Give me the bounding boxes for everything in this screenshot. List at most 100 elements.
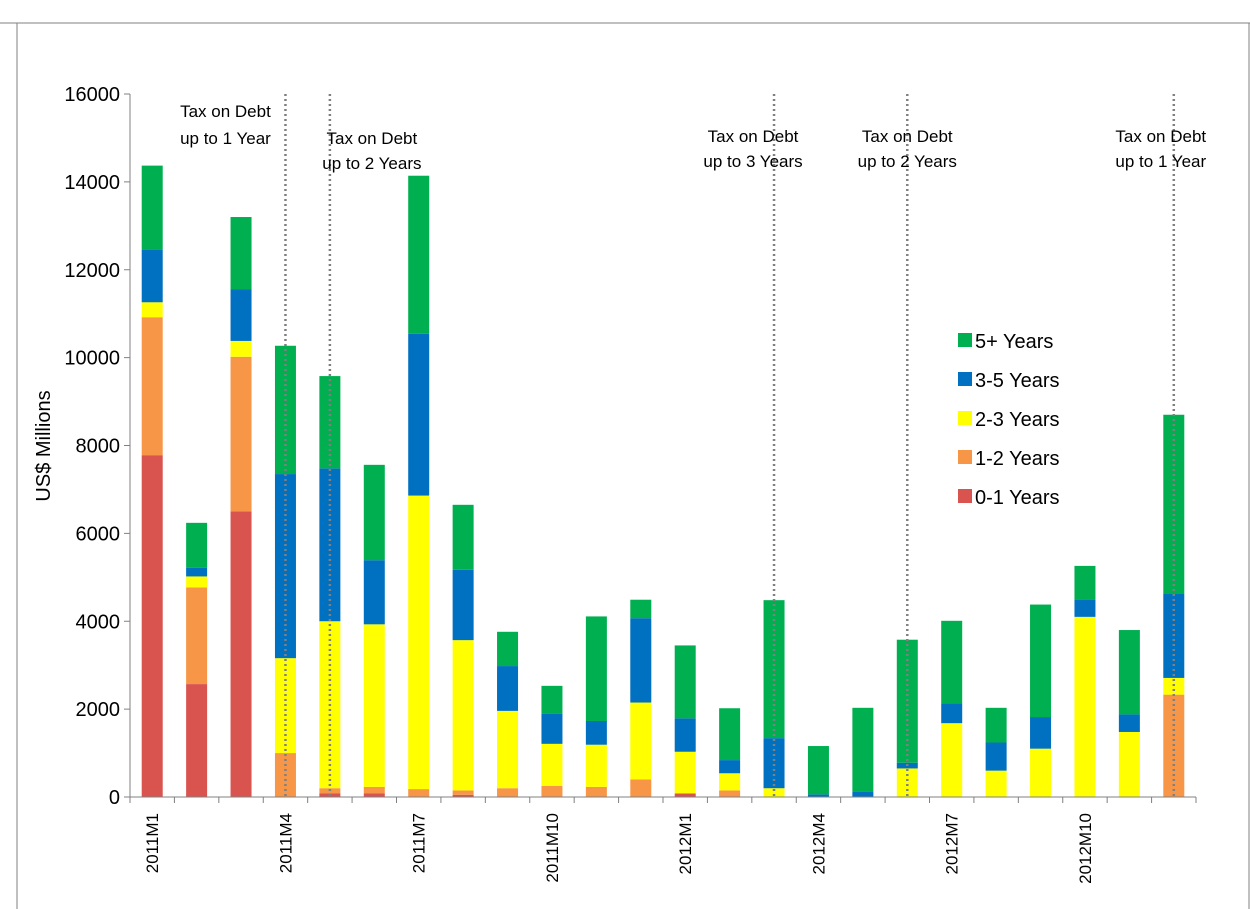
bar-segment-5-years-2011m11: [585, 616, 607, 721]
x-tick-label: 2011M7: [410, 813, 429, 873]
legend-swatch-2-3-years: [958, 411, 972, 425]
bar-segment-2-3-years-2012m2: [719, 773, 741, 791]
axes-layer: 0 2000 4000 6000 8000 10000 12000 14000 16000 201…: [64, 84, 1197, 884]
bar-segment-5-years-2011m8: [452, 504, 474, 570]
bar-segment-5-years-2011m6: [363, 464, 385, 561]
x-tick-label: 2011M10: [543, 813, 562, 883]
y-tick-label: 14000: [64, 172, 120, 194]
y-tick-label: 12000: [64, 260, 120, 282]
y-tick-label: 16000: [64, 84, 120, 106]
legend: 5+ Years 3-5 Years 2-3 Years 1-2 Years 0-1 Y…: [958, 331, 1060, 509]
legend-label-2-3-years: 2-3 Years: [975, 409, 1060, 431]
bar-segment-2-3-years-2012m1: [674, 751, 696, 794]
bar-segment-2-3-years-2012m10: [1074, 616, 1096, 797]
bar-segment-1-2-years-2011m7: [408, 789, 430, 797]
bar-segment-5-years-2011m12: [630, 599, 652, 619]
y-tick-label: 6000: [76, 523, 121, 545]
x-tick-label: 2012M4: [809, 813, 828, 874]
bar-segment-0-1-years-2011m3: [230, 511, 252, 797]
bar-segment-3-5-years-2012m7: [941, 703, 963, 724]
bar-segment-5-years-2012m7: [941, 620, 963, 704]
legend-swatch-3-5-years: [958, 372, 972, 386]
bar-segment-3-5-years-2011m2: [186, 567, 208, 577]
legend-swatch-5-years: [958, 333, 972, 347]
bars-layer: [141, 165, 1185, 797]
bar-segment-3-5-years-2011m11: [585, 720, 607, 745]
bar-segment-1-2-years-2011m1: [141, 317, 163, 456]
bar-segment-5-years-2011m1: [141, 165, 163, 250]
bar-segment-3-5-years-2012m10: [1074, 599, 1096, 617]
bar-segment-5-years-2012m4: [807, 746, 829, 795]
y-tick-label: 8000: [76, 436, 121, 458]
bar-segment-2-3-years-2012m9: [1030, 748, 1052, 797]
bar-segment-2-3-years-2012m6: [896, 768, 918, 797]
bar-segment-2-3-years-2012m11: [1118, 731, 1140, 797]
x-tick-label: 2012M1: [676, 813, 695, 874]
bar-segment-0-1-years-2012m1: [674, 793, 696, 797]
bar-segment-2-3-years-2012m12: [1163, 677, 1185, 695]
x-tick-label: 2012M7: [943, 813, 962, 874]
annotations-layer: Tax on Debt up to 1 Year Tax on Debt up to …: [180, 102, 1206, 173]
bar-segment-3-5-years-2011m3: [230, 289, 252, 341]
annotation-label-line-2: up to 1 Year: [1115, 152, 1206, 171]
legend-label-1-2-years: 1-2 Years: [975, 448, 1060, 470]
bar-segment-5-years-2012m10: [1074, 565, 1096, 600]
y-tick-label: 10000: [64, 348, 120, 370]
bar-segment-1-2-years-2011m3: [230, 356, 252, 512]
bar-segment-5-years-2012m9: [1030, 604, 1052, 718]
bar-segment-3-5-years-2011m8: [452, 569, 474, 641]
bar-segment-5-years-2011m7: [408, 175, 430, 334]
legend-label-0-1-years: 0-1 Years: [975, 487, 1060, 509]
bar-segment-1-2-years-2011m2: [186, 587, 208, 685]
bar-segment-3-5-years-2012m2: [719, 760, 741, 774]
annotation-label-line-1: Tax on Debt: [327, 129, 418, 148]
bar-segment-1-2-years-2011m10: [541, 786, 563, 797]
legend-swatch-1-2-years: [958, 450, 972, 464]
bar-segment-2-3-years-2011m10: [541, 743, 563, 787]
x-tick-label: 2011M4: [276, 813, 295, 873]
bar-segment-5-years-2011m2: [186, 522, 208, 568]
bar-segment-3-5-years-2011m4: [274, 474, 296, 659]
legend-swatch-0-1-years: [958, 489, 972, 503]
annotation-label-line-2: up to 2 Years: [858, 152, 957, 171]
x-tick-label: 2011M1: [143, 813, 162, 873]
bar-segment-3-5-years-2012m5: [852, 791, 874, 797]
bar-segment-0-1-years-2011m1: [141, 455, 163, 797]
bar-segment-3-5-years-2011m1: [141, 249, 163, 303]
bar-segment-2-3-years-2011m3: [230, 340, 252, 357]
annotation-lines-layer: [284, 94, 1176, 797]
bar-segment-2-3-years-2011m11: [585, 744, 607, 787]
bar-segment-1-2-years-2011m9: [497, 788, 519, 797]
bar-segment-2-3-years-2012m3: [763, 788, 785, 797]
y-tick-label: 0: [109, 787, 120, 809]
bar-segment-5-years-2011m9: [497, 631, 519, 667]
bar-segment-2-3-years-2011m6: [363, 624, 385, 787]
bar-segment-5-years-2012m5: [852, 707, 874, 792]
bar-segment-3-5-years-2012m11: [1118, 714, 1140, 732]
annotation-label-line-1: Tax on Debt: [708, 127, 799, 146]
bar-segment-5-years-2012m2: [719, 708, 741, 761]
bar-segment-3-5-years-2012m1: [674, 718, 696, 752]
bar-segment-2-3-years-2012m7: [941, 723, 963, 797]
bar-segment-5-years-2011m3: [230, 217, 252, 290]
bar-segment-2-3-years-2011m2: [186, 576, 208, 588]
y-tick-label: 4000: [76, 611, 121, 633]
bar-segment-5-years-2012m8: [985, 707, 1007, 743]
bar-segment-5-years-2012m1: [674, 645, 696, 719]
bar-segment-2-3-years-2011m9: [497, 710, 519, 789]
bar-segment-2-3-years-2012m8: [985, 770, 1007, 797]
bar-segment-2-3-years-2011m1: [141, 302, 163, 318]
bar-segment-1-2-years-2011m8: [452, 790, 474, 795]
legend-label-3-5-years: 3-5 Years: [975, 370, 1060, 392]
bar-segment-3-5-years-2011m7: [408, 333, 430, 496]
x-tick-label: 2012M10: [1076, 813, 1095, 884]
bar-segment-3-5-years-2012m8: [985, 742, 1007, 771]
bar-segment-1-2-years-2011m6: [363, 786, 385, 794]
bar-segment-5-years-2012m11: [1118, 630, 1140, 715]
bar-segment-2-3-years-2011m8: [452, 640, 474, 791]
annotation-label-line-2: up to 3 Years: [703, 152, 802, 171]
bar-segment-0-1-years-2011m8: [452, 794, 474, 797]
annotation-label-line-2: up to 1 Year: [180, 129, 271, 148]
